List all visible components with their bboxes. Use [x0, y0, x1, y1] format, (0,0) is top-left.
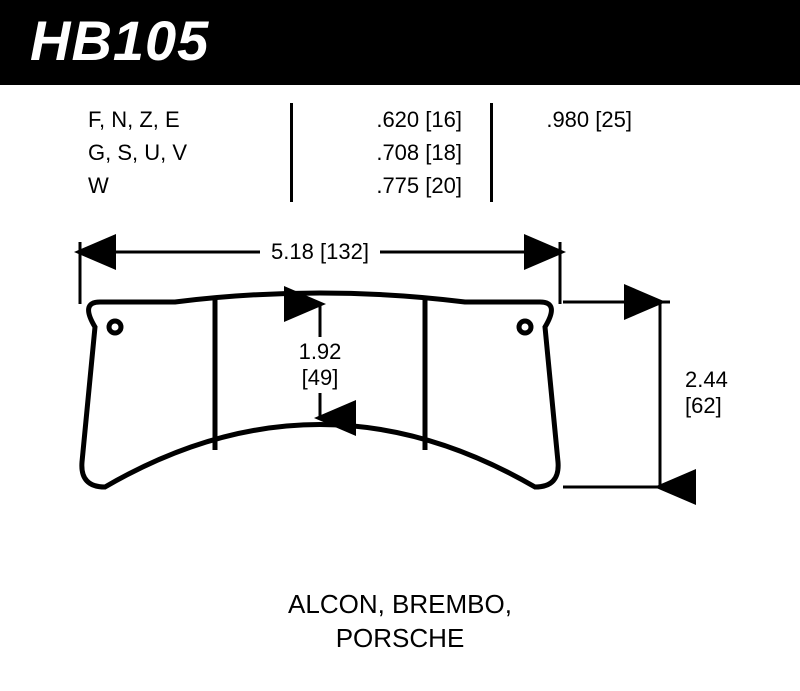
- width-label: 5.18 [132]: [271, 239, 369, 264]
- thickness-in: .980: [546, 107, 589, 132]
- inner-height-dimension: 1.92 [49]: [286, 304, 354, 418]
- thickness-in: .775: [376, 173, 419, 198]
- compounds-column: F, N, Z, E G, S, U, V W: [60, 103, 290, 202]
- diagram-area: 5.18 [132] 1.92 [49] 2.44 [62]: [0, 212, 800, 582]
- brake-pad-diagram: 5.18 [132] 1.92 [49] 2.44 [62]: [0, 212, 800, 582]
- thickness-mm: 16: [431, 107, 455, 132]
- thickness-in: .620: [376, 107, 419, 132]
- thickness-mm: 20: [431, 173, 455, 198]
- thickness-in: .708: [376, 140, 419, 165]
- outer-height-dimension: 2.44 [62]: [563, 302, 728, 487]
- thickness-column: .620 [16] .708 [18] .775 [20]: [290, 103, 490, 202]
- outer-height-mm: [62]: [685, 393, 722, 418]
- outer-height-in: 2.44: [685, 367, 728, 392]
- footer-line: PORSCHE: [0, 622, 800, 656]
- thickness-alt-column: .980 [25]: [490, 103, 660, 202]
- inner-height-in: 1.92: [299, 339, 342, 364]
- part-number: HB105: [30, 9, 209, 72]
- compounds-line: G, S, U, V: [88, 136, 262, 169]
- thickness-value: .620 [16]: [321, 103, 462, 136]
- compounds-line: F, N, Z, E: [88, 103, 262, 136]
- thickness-alt-value: .980 [25]: [521, 103, 632, 136]
- header-bar: HB105: [0, 0, 800, 85]
- thickness-value: .708 [18]: [321, 136, 462, 169]
- footer-line: ALCON, BREMBO,: [0, 588, 800, 622]
- thickness-mm: 18: [431, 140, 455, 165]
- compounds-line: W: [88, 169, 262, 202]
- inner-height-mm: [49]: [302, 365, 339, 390]
- thickness-mm: 25: [601, 107, 625, 132]
- application-footer: ALCON, BREMBO, PORSCHE: [0, 588, 800, 656]
- thickness-value: .775 [20]: [321, 169, 462, 202]
- spec-row: F, N, Z, E G, S, U, V W .620 [16] .708 […: [0, 85, 800, 212]
